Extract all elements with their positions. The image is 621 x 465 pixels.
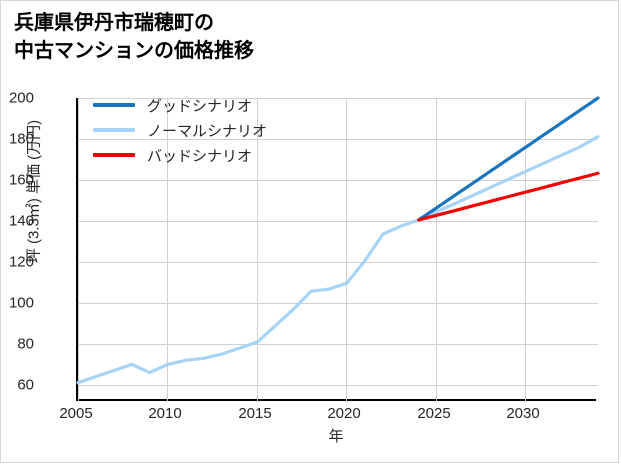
y-tick-label-200: 200 (8, 89, 34, 107)
gridline-y-120 (78, 262, 598, 263)
title-line-1: 兵庫県伊丹市瑞穂町の (14, 12, 214, 34)
line-bad-scenario (417, 171, 600, 222)
y-tick-label-120: 120 (8, 253, 34, 271)
gridline-x-2005 (78, 98, 79, 401)
x-tick-label-2015: 2015 (238, 405, 272, 422)
line-good-scenario (417, 96, 600, 222)
series-layer (76, 96, 600, 385)
chart-legend: グッドシナリオ ノーマルシナリオ バッドシナリオ (93, 94, 267, 166)
good-scenario-swatch (93, 103, 135, 107)
normal-scenario-swatch (93, 128, 135, 132)
x-tick-label-2010: 2010 (148, 405, 182, 422)
y-tick-label-140: 140 (8, 212, 34, 230)
gridline-y-100 (78, 303, 598, 304)
gridline-x-2030 (525, 98, 526, 401)
gridline-y-140 (78, 221, 598, 222)
gridline-y-80 (78, 344, 598, 345)
gridline-y-60 (78, 385, 598, 386)
gridline-y-160 (78, 180, 598, 181)
legend-label-good: グッドシナリオ (147, 97, 253, 115)
y-axis-label: 坪 (3.3㎡) 単価 (万円) (25, 119, 43, 264)
legend-item-normal[interactable]: ノーマルシナリオ (93, 119, 267, 141)
x-tick-label-2020: 2020 (327, 405, 361, 422)
x-tick-label-2030: 2030 (506, 405, 540, 422)
plot-area (76, 96, 600, 401)
x-tick-label-2025: 2025 (417, 405, 451, 422)
bad-scenario-swatch (93, 153, 135, 157)
gridline-y-200 (78, 98, 598, 99)
y-tick-label-60: 60 (17, 376, 34, 394)
y-tick-label-160: 160 (8, 171, 34, 189)
gridline-y-180 (78, 139, 598, 140)
title-line-2: 中古マンションの価格推移 (14, 40, 254, 63)
gridline-x-2025 (436, 98, 437, 401)
page-title: 兵庫県伊丹市瑞穂町の 中古マンションの価格推移 (14, 9, 574, 66)
gridline-x-2015 (257, 98, 258, 401)
y-tick-label-180: 180 (8, 130, 34, 148)
x-axis-label: 年 (328, 428, 344, 445)
legend-item-bad[interactable]: バッドシナリオ (93, 144, 267, 166)
gridline-x-2020 (346, 98, 347, 401)
legend-label-bad: バッドシナリオ (147, 147, 253, 165)
line-normal-scenario (76, 135, 600, 385)
x-tick-label-2005: 2005 (59, 405, 93, 422)
y-tick-label-100: 100 (8, 294, 34, 312)
legend-label-normal: ノーマルシナリオ (147, 122, 268, 140)
gridline-x-2010 (167, 98, 168, 401)
y-tick-label-80: 80 (17, 335, 34, 353)
legend-item-good[interactable]: グッドシナリオ (93, 94, 267, 116)
